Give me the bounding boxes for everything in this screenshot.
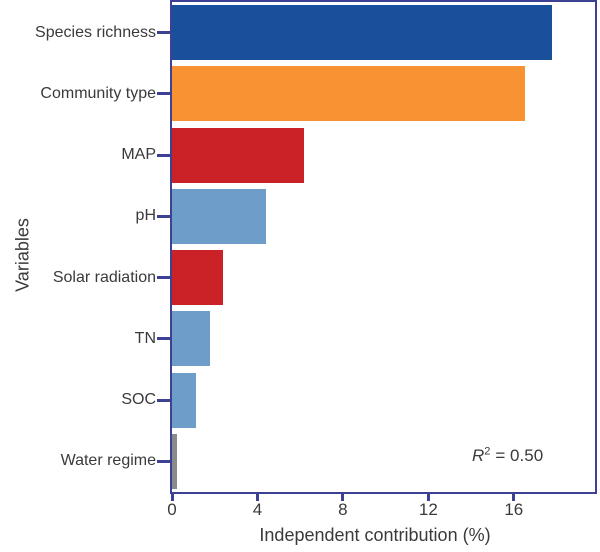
bar-water-regime xyxy=(172,433,178,489)
bar-row-water-regime xyxy=(172,431,595,492)
y-tick-water-regime xyxy=(157,459,170,463)
category-label-species-richness: Species richness xyxy=(35,23,156,41)
x-tick-8 xyxy=(341,494,345,501)
y-tick-soc xyxy=(157,398,170,402)
x-tick-16 xyxy=(512,494,516,501)
category-label-community-type: Community type xyxy=(40,84,156,102)
bar-row-ph xyxy=(172,186,595,247)
category-label-tn: TN xyxy=(134,329,156,347)
category-label-solar-radiation: Solar radiation xyxy=(52,268,156,286)
bar-community-type xyxy=(172,66,525,122)
category-label-soc: SOC xyxy=(121,391,156,409)
r-squared-variable: R xyxy=(472,446,485,465)
x-tick-label-16: 16 xyxy=(504,500,524,519)
y-tick-map xyxy=(157,153,170,157)
bar-rows xyxy=(172,2,595,492)
x-tick-0 xyxy=(170,494,174,501)
x-tick-4 xyxy=(255,494,259,501)
category-label-ph: pH xyxy=(135,207,156,225)
bar-species-richness xyxy=(172,5,553,61)
category-label-water-regime: Water regime xyxy=(60,452,156,470)
y-tick-species-richness xyxy=(157,31,170,35)
r-squared-exponent: 2 xyxy=(484,445,491,458)
bar-tn xyxy=(172,311,211,367)
category-label-map: MAP xyxy=(121,146,156,164)
bar-row-map xyxy=(172,125,595,186)
y-tick-community-type xyxy=(157,92,170,96)
x-tick-label-0: 0 xyxy=(167,500,177,519)
y-tick-tn xyxy=(157,337,170,341)
x-tick-label-12: 12 xyxy=(418,500,438,519)
bar-soc xyxy=(172,372,196,428)
bar-row-tn xyxy=(172,308,595,369)
x-tick-12 xyxy=(426,494,430,501)
r-squared-value: = 0.50 xyxy=(495,446,544,465)
bar-row-species-richness xyxy=(172,2,595,63)
r-squared-annotation: R2 = 0.50 xyxy=(472,446,543,466)
bar-row-community-type xyxy=(172,63,595,124)
bar-row-soc xyxy=(172,370,595,431)
bar-solar-radiation xyxy=(172,250,224,306)
y-tick-solar-radiation xyxy=(157,276,170,280)
bar-row-solar-radiation xyxy=(172,247,595,308)
bar-ph xyxy=(172,188,266,244)
x-tick-label-4: 4 xyxy=(252,500,263,519)
y-tick-ph xyxy=(157,214,170,218)
x-axis-title: Independent contribution (%) xyxy=(259,525,491,545)
bar-map xyxy=(172,127,305,183)
plot-area xyxy=(170,0,597,494)
x-tick-label-8: 8 xyxy=(338,500,348,519)
